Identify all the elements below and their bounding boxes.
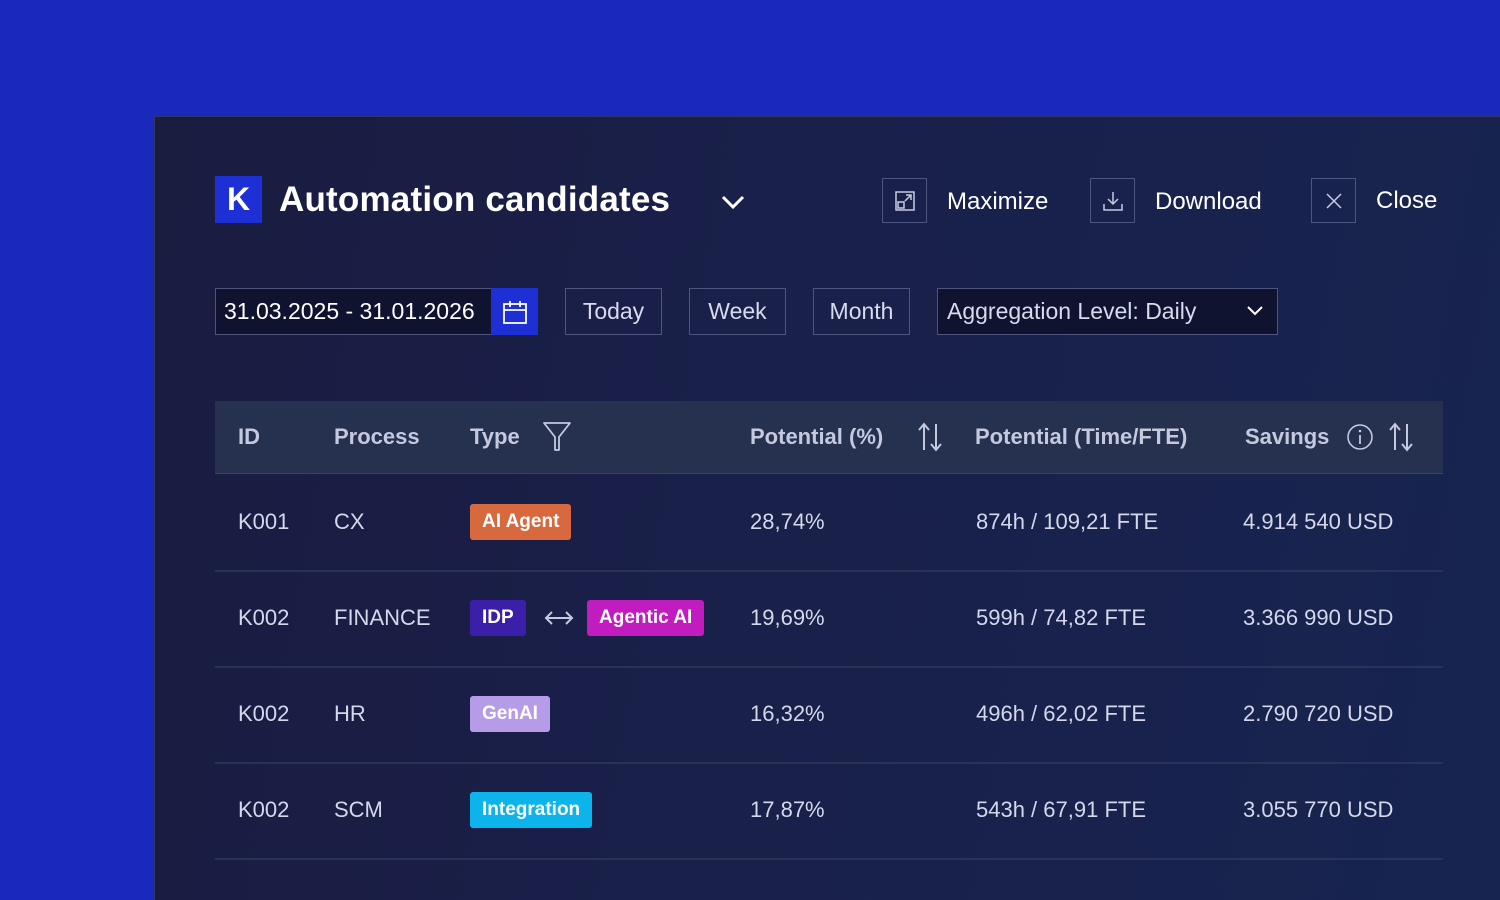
cell-potential-pct: 19,69% xyxy=(750,605,825,630)
cell-process: FINANCE xyxy=(334,605,431,630)
sort-icon[interactable] xyxy=(916,421,944,453)
cell-potential-pct: 28,74% xyxy=(750,509,825,534)
type-tag-idp: IDP xyxy=(470,600,526,636)
column-header-process: Process xyxy=(334,424,420,449)
date-range-picker[interactable]: 31.03.2025 - 31.01.2026 xyxy=(215,288,538,335)
cell-potential-time: 543h / 67,91 FTE xyxy=(976,797,1146,822)
aggregation-level-label: Aggregation Level: Daily xyxy=(947,298,1197,324)
chevron-down-icon[interactable] xyxy=(720,193,746,211)
table-header: ID Process Type Potential (%) Potential … xyxy=(215,401,1443,474)
table-row[interactable]: K002 SCM Integration 17,87% 543h / 67,91… xyxy=(215,762,1443,860)
filter-icon[interactable] xyxy=(542,421,572,453)
week-button[interactable]: Week xyxy=(689,288,786,335)
info-icon[interactable] xyxy=(1346,423,1374,451)
table-row[interactable]: K002 FINANCE IDP Agentic AI 19,69% 599h … xyxy=(215,570,1443,668)
chevron-down-icon xyxy=(1247,306,1263,316)
aggregation-level-select[interactable]: Aggregation Level: Daily xyxy=(937,288,1278,335)
cell-potential-time: 599h / 74,82 FTE xyxy=(976,605,1146,630)
cell-process: HR xyxy=(334,701,366,726)
cell-potential-pct: 16,32% xyxy=(750,701,825,726)
maximize-button[interactable] xyxy=(882,178,927,223)
download-button[interactable] xyxy=(1090,178,1135,223)
table-row[interactable]: K002 HR GenAI 16,32% 496h / 62,02 FTE 2.… xyxy=(215,666,1443,764)
cell-id: K001 xyxy=(238,509,290,534)
cell-savings: 3.055 770 USD xyxy=(1243,797,1394,822)
type-tag-integration: Integration xyxy=(470,792,593,828)
type-tag-ai-agent: AI Agent xyxy=(470,504,572,540)
automation-candidates-panel: K Automation candidates Maximize Downloa… xyxy=(154,116,1500,900)
column-header-id: ID xyxy=(238,424,260,449)
cell-savings: 2.790 720 USD xyxy=(1243,701,1394,726)
cell-potential-time: 874h / 109,21 FTE xyxy=(976,509,1159,534)
today-button[interactable]: Today xyxy=(565,288,662,335)
swap-arrows-icon xyxy=(544,611,574,625)
close-icon xyxy=(1325,192,1342,209)
sort-icon[interactable] xyxy=(1387,421,1415,453)
cell-id: K002 xyxy=(238,605,290,630)
table-row[interactable]: K001 CX AI Agent 28,74% 874h / 109,21 FT… xyxy=(215,474,1443,572)
cell-id: K002 xyxy=(238,701,290,726)
cell-process: CX xyxy=(334,509,365,534)
close-button[interactable] xyxy=(1311,178,1356,223)
calendar-button[interactable] xyxy=(491,288,538,335)
column-header-potential-time: Potential (Time/FTE) xyxy=(975,424,1188,449)
month-button[interactable]: Month xyxy=(813,288,910,335)
download-icon xyxy=(1102,191,1123,211)
cell-savings: 3.366 990 USD xyxy=(1243,605,1394,630)
cell-potential-pct: 17,87% xyxy=(750,797,825,822)
cell-process: SCM xyxy=(334,797,383,822)
page-title[interactable]: Automation candidates xyxy=(279,180,671,219)
cell-id: K002 xyxy=(238,797,290,822)
cell-potential-time: 496h / 62,02 FTE xyxy=(976,701,1146,726)
column-header-potential-pct: Potential (%) xyxy=(750,424,884,449)
download-label[interactable]: Download xyxy=(1155,188,1262,215)
column-header-savings: Savings xyxy=(1245,424,1330,449)
maximize-icon xyxy=(894,190,915,211)
calendar-icon xyxy=(502,300,527,324)
type-tag-genai: GenAI xyxy=(470,696,550,732)
column-header-type: Type xyxy=(470,424,520,449)
maximize-label[interactable]: Maximize xyxy=(947,188,1049,215)
type-tag-agentic-ai: Agentic AI xyxy=(587,600,705,636)
app-logo: K xyxy=(215,176,262,223)
cell-savings: 4.914 540 USD xyxy=(1243,509,1394,534)
date-range-value[interactable]: 31.03.2025 - 31.01.2026 xyxy=(224,298,475,324)
close-label[interactable]: Close xyxy=(1376,187,1438,214)
